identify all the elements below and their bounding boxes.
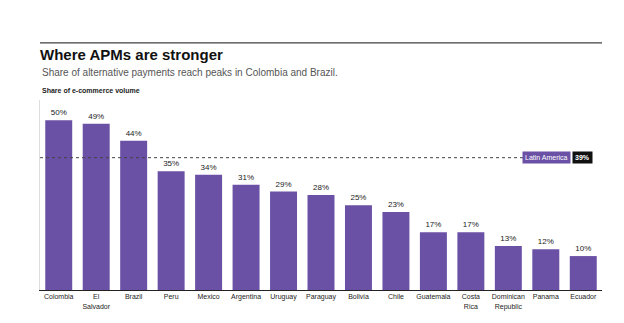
svg-text:Share of e-commerce volume: Share of e-commerce volume xyxy=(42,87,140,94)
svg-text:Uruguay: Uruguay xyxy=(270,293,297,301)
svg-text:Chile: Chile xyxy=(388,293,404,300)
svg-text:39%: 39% xyxy=(575,154,590,161)
svg-text:Brazil: Brazil xyxy=(125,293,143,300)
svg-text:31%: 31% xyxy=(238,173,254,182)
svg-text:Mexico: Mexico xyxy=(198,293,220,300)
svg-text:10%: 10% xyxy=(575,244,591,253)
svg-text:Bolivia: Bolivia xyxy=(348,293,369,300)
svg-text:13%: 13% xyxy=(500,234,516,243)
svg-text:17%: 17% xyxy=(463,220,479,229)
svg-text:DominicanRepublic: DominicanRepublic xyxy=(492,293,525,310)
svg-text:Ecuador: Ecuador xyxy=(570,293,597,300)
svg-text:49%: 49% xyxy=(88,112,104,121)
svg-text:ElSalvador: ElSalvador xyxy=(82,293,110,309)
svg-text:17%: 17% xyxy=(425,220,441,229)
svg-text:Guatemala: Guatemala xyxy=(416,293,450,300)
svg-text:Peru: Peru xyxy=(164,293,179,300)
svg-text:34%: 34% xyxy=(201,163,217,172)
svg-text:50%: 50% xyxy=(51,108,67,117)
svg-text:Where APMs are stronger: Where APMs are stronger xyxy=(40,46,223,63)
svg-text:Paraguay: Paraguay xyxy=(306,293,336,301)
svg-text:29%: 29% xyxy=(276,180,292,189)
svg-text:44%: 44% xyxy=(126,129,142,138)
svg-text:28%: 28% xyxy=(313,183,329,192)
svg-text:35%: 35% xyxy=(163,159,179,168)
svg-text:Share of alternative payments: Share of alternative payments reach peak… xyxy=(42,67,338,78)
svg-text:Panama: Panama xyxy=(533,293,559,300)
svg-text:23%: 23% xyxy=(388,200,404,209)
svg-text:Argentina: Argentina xyxy=(231,293,261,301)
svg-text:Colombia: Colombia xyxy=(44,293,74,300)
svg-text:CostaRica: CostaRica xyxy=(462,293,480,309)
svg-text:Latin America: Latin America xyxy=(525,154,568,161)
svg-text:12%: 12% xyxy=(538,237,554,246)
svg-text:25%: 25% xyxy=(350,193,366,202)
